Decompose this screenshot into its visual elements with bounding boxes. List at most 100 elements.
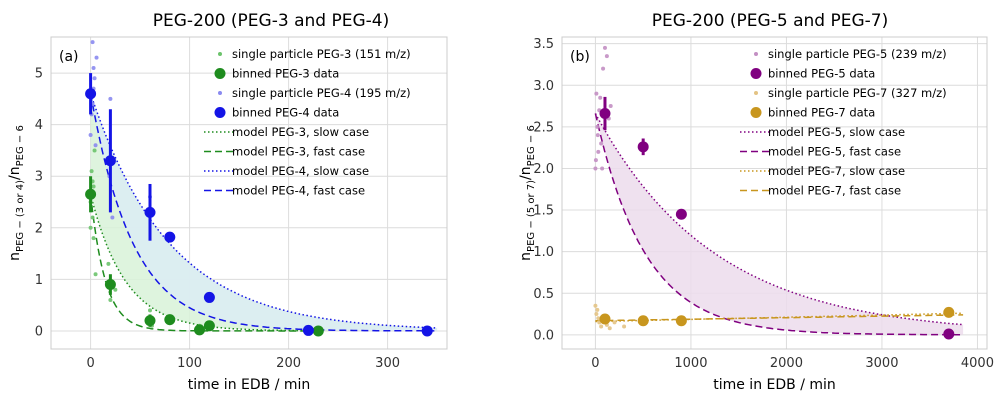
y-axis-label-a-slash: / <box>7 175 23 180</box>
y-axis-label-b-main: n <box>518 252 534 261</box>
legend-label: model PEG-5, fast case <box>768 145 901 159</box>
binned-point <box>144 315 156 327</box>
binned-point <box>144 206 156 218</box>
binned-point <box>203 291 215 303</box>
x-tick-label: 4000 <box>961 356 994 371</box>
legend-marker <box>750 68 762 79</box>
binned-point <box>599 108 611 120</box>
single-particle-point <box>91 184 96 189</box>
single-particle-point <box>593 166 598 171</box>
y-tick-label: 2 <box>35 221 43 236</box>
x-tick-label: 300 <box>375 356 400 371</box>
x-tick-label: 3000 <box>865 356 898 371</box>
y-tick-label: 0.5 <box>533 287 554 302</box>
binned-point <box>85 188 97 200</box>
legend-label: model PEG-3, slow case <box>232 125 369 139</box>
legend-label: model PEG-5, slow case <box>768 125 905 139</box>
single-particle-point <box>93 143 98 148</box>
single-particle-point <box>599 324 604 329</box>
single-particle-point <box>595 133 600 138</box>
binned-point <box>637 141 649 153</box>
chart-title-a: PEG-200 (PEG-3 and PEG-4) <box>153 11 389 31</box>
legend-marker <box>754 91 758 95</box>
single-particle-point <box>90 215 95 220</box>
y-tick-label: 0.0 <box>533 328 554 343</box>
y-axis-label-a-main-2: n <box>7 166 23 175</box>
model-line <box>594 113 964 336</box>
single-particle-point <box>113 287 118 292</box>
x-tick-label: 200 <box>276 356 301 371</box>
single-particle-point <box>600 166 605 171</box>
model-line <box>89 93 438 332</box>
single-particle-point <box>599 141 604 146</box>
y-tick-label: 0 <box>35 324 43 339</box>
y-tick-label: 2.5 <box>533 120 554 135</box>
plot-area-b <box>561 36 988 350</box>
single-particle-point <box>595 124 600 129</box>
binned-point <box>164 231 176 243</box>
y-axis-label-a: nPEG − (3 or 4)/nPEG − 6 <box>7 125 26 261</box>
single-particle-point <box>106 261 111 266</box>
legend-label: single particle PEG-7 (327 m/z) <box>768 86 947 100</box>
binned-point <box>599 313 611 325</box>
single-particle-point <box>108 96 113 101</box>
binned-point <box>421 325 433 337</box>
legend-label: single particle PEG-3 (151 m/z) <box>232 47 411 61</box>
x-axis-label-b: time in EDB / min <box>713 377 836 393</box>
x-tick-label: 0 <box>86 356 94 371</box>
y-axis-label-a-main: n <box>7 252 23 261</box>
y-axis-label-b-slash: / <box>518 175 534 180</box>
single-particle-point <box>110 215 115 220</box>
binned-point <box>164 314 176 326</box>
single-particle-point <box>595 307 600 312</box>
legend-label: model PEG-7, slow case <box>768 164 905 178</box>
y-axis-label-b-main-2: n <box>518 166 534 175</box>
single-particle-point <box>602 45 607 50</box>
single-particle-point <box>148 308 152 313</box>
single-particle-point <box>622 324 627 329</box>
single-particle-point <box>88 225 93 230</box>
y-tick-label: 3.5 <box>533 37 554 52</box>
y-axis-label-b-num-sub: PEG − (5 or 7) <box>526 180 537 252</box>
y-tick-label: 1.0 <box>533 245 554 260</box>
y-tick-label: 3 <box>35 170 43 185</box>
single-particle-point <box>90 40 95 45</box>
y-axis-label-a-num-sub: PEG − (3 or 4) <box>15 180 26 252</box>
single-particle-point <box>91 236 96 241</box>
single-particle-point <box>89 169 94 174</box>
single-particle-point <box>593 303 598 308</box>
single-particle-point <box>594 91 599 96</box>
y-tick-label: 1 <box>35 273 43 288</box>
y-axis-label-b-den-sub: PEG − 6 <box>526 125 537 166</box>
y-axis-label-a-den-sub: PEG − 6 <box>15 125 26 166</box>
legend-marker <box>754 52 758 56</box>
legend-label: binned PEG-5 data <box>768 67 875 81</box>
legend-marker <box>214 107 226 118</box>
y-tick-label: 2.0 <box>533 162 554 177</box>
model-line <box>595 314 964 322</box>
single-particle-point <box>93 272 98 277</box>
panel-label-b: (b) <box>570 49 590 65</box>
x-axis-label-a: time in EDB / min <box>188 377 311 393</box>
binned-point <box>194 324 205 336</box>
single-particle-point <box>608 104 613 109</box>
panel-label-a: (a) <box>59 49 79 65</box>
single-particle-point <box>598 95 603 100</box>
legend-marker <box>750 107 762 118</box>
binned-point <box>675 315 687 327</box>
legend-label: single particle PEG-4 (195 m/z) <box>232 86 411 100</box>
legend-label: model PEG-4, slow case <box>232 164 369 178</box>
binned-point <box>302 324 314 336</box>
legend-label: model PEG-7, fast case <box>768 184 901 198</box>
legend-label: model PEG-4, fast case <box>232 184 365 198</box>
legend-label: binned PEG-4 data <box>232 106 339 120</box>
binned-point <box>637 315 649 327</box>
legend-b: single particle PEG-5 (239 m/z) binned PE… <box>740 47 947 198</box>
y-tick-label: 4 <box>35 118 43 133</box>
legend-label: single particle PEG-5 (239 m/z) <box>768 47 947 61</box>
single-particle-point <box>607 326 612 331</box>
model-band <box>90 93 438 331</box>
single-particle-point <box>596 149 601 154</box>
y-tick-label: 1.5 <box>533 204 554 219</box>
